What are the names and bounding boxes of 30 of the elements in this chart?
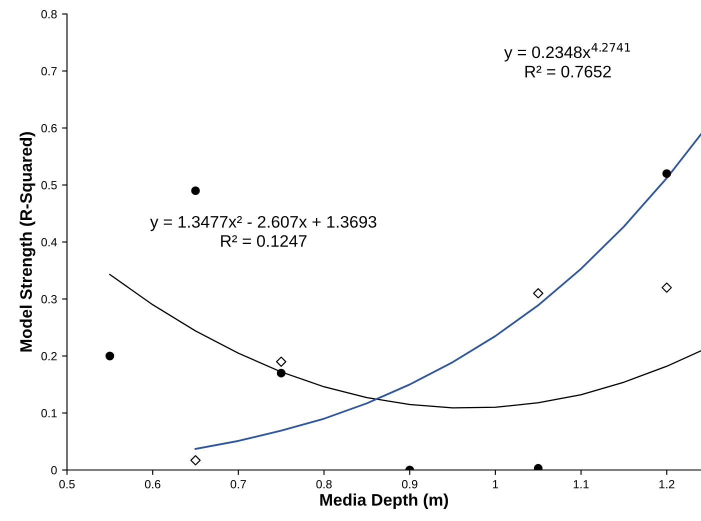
x-axis-title: Media Depth (m) bbox=[320, 494, 448, 510]
x-tick-label: 0.8 bbox=[316, 480, 332, 488]
y-tick-label: 0.7 bbox=[41, 67, 57, 76]
y-tick-label: 0.1 bbox=[41, 409, 57, 418]
annotation: y = 1.3477x² - 2.607x + 1.3693 R² = 0.1247 bbox=[150, 216, 376, 247]
x-tick-label: 1.2 bbox=[659, 480, 674, 488]
point bbox=[190, 455, 201, 466]
x-tick-label: 0.5 bbox=[59, 480, 75, 488]
y-axis-title: Model Strength (R-Squared) bbox=[20, 132, 36, 352]
y-tick-label: 0.3 bbox=[41, 295, 57, 304]
x-tick-label: 0.7 bbox=[230, 480, 246, 488]
point bbox=[191, 186, 200, 196]
y-tick-label: 0.5 bbox=[41, 181, 57, 190]
point bbox=[276, 368, 286, 378]
point bbox=[276, 356, 286, 367]
text: y = 0.2348x$^{4.2741}$ R² = 0.7652 bbox=[504, 42, 630, 78]
y-tick-label: 0.6 bbox=[41, 124, 57, 132]
line-series bbox=[109, 274, 701, 408]
point bbox=[662, 282, 672, 293]
point bbox=[662, 169, 672, 178]
x-tick-label: 1.1 bbox=[574, 480, 589, 488]
x-tick-label: 0.6 bbox=[144, 480, 160, 488]
point bbox=[533, 288, 544, 298]
x-tick-label: 1 bbox=[492, 480, 498, 488]
y-tick-label: 0.2 bbox=[41, 352, 57, 360]
x-tick-label: 0.9 bbox=[402, 480, 418, 488]
point bbox=[105, 352, 114, 360]
y-tick-label: 0 bbox=[51, 466, 57, 474]
y-tick-label: 0.4 bbox=[41, 238, 57, 246]
y-tick-label: 0.8 bbox=[41, 10, 57, 18]
